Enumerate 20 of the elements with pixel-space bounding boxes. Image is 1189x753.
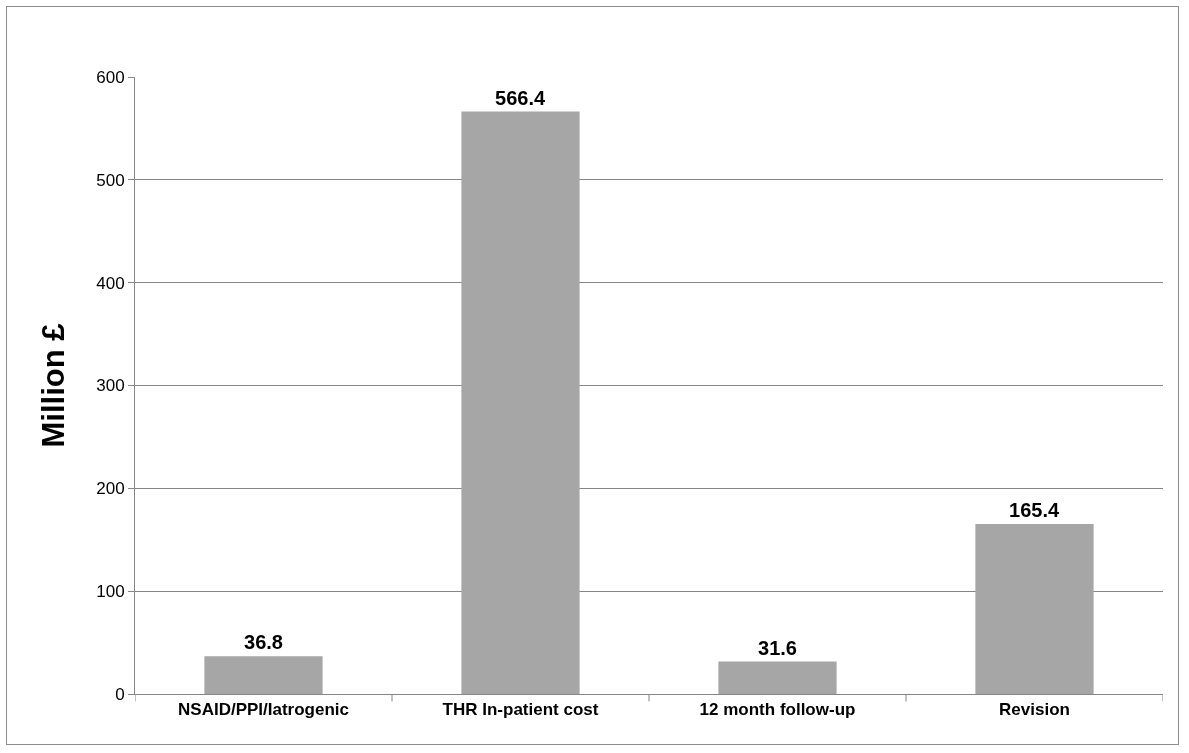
bar <box>204 656 323 694</box>
x-tick-label: NSAID/PPI/Iatrogenic <box>178 700 349 720</box>
y-axis-title: Million £ <box>35 323 71 448</box>
x-tick-label: 12 month follow-up <box>699 700 856 720</box>
data-label: 566.4 <box>495 86 546 109</box>
x-tick-label: Revision <box>999 700 1070 720</box>
data-label: 36.8 <box>244 631 283 654</box>
y-tick-label: 200 <box>96 479 125 499</box>
bar <box>718 661 837 694</box>
y-tick-label: 300 <box>96 376 125 396</box>
x-tick-label: THR In-patient cost <box>442 700 599 720</box>
y-tick-label: 100 <box>96 582 125 602</box>
bar <box>975 523 1094 694</box>
bar <box>461 111 580 694</box>
data-label: 165.4 <box>1009 498 1060 521</box>
y-tick-label: 600 <box>96 67 125 87</box>
y-tick-label: 0 <box>115 684 125 704</box>
data-label: 31.6 <box>758 636 797 659</box>
y-tick-label: 500 <box>96 170 125 190</box>
y-tick-label: 400 <box>96 273 125 293</box>
